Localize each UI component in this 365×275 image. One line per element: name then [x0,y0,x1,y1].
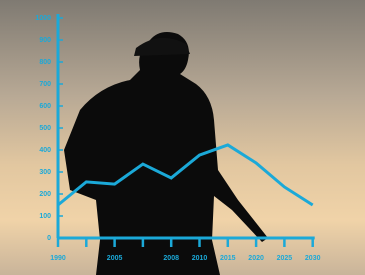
x-tick-label: 2030 [305,255,321,262]
y-tick-label: 400 [39,147,51,154]
x-tick-label: 2025 [277,255,293,262]
y-tick-label: 900 [39,37,51,44]
y-tick-label: 100 [39,213,51,220]
y-tick-label: 0 [47,235,51,242]
y-tick-label: 1000 [35,15,51,22]
y-tick-label: 800 [39,59,51,66]
x-tick-label: 2005 [107,255,123,262]
x-tick-label: 1990 [50,255,66,262]
x-tick-label: 2015 [220,255,236,262]
x-tick-label: 2010 [192,255,208,262]
x-tick-label: 2020 [248,255,264,262]
y-tick-label: 600 [39,103,51,110]
x-tick-label: 2008 [163,255,179,262]
chart: 0 100 200 300 400 500 600 700 800 900 1000 1990 2005… [0,0,365,275]
y-tick-label: 200 [39,191,51,198]
y-tick-label: 300 [39,169,51,176]
y-tick-label: 500 [39,125,51,132]
y-tick-label: 700 [39,81,51,88]
